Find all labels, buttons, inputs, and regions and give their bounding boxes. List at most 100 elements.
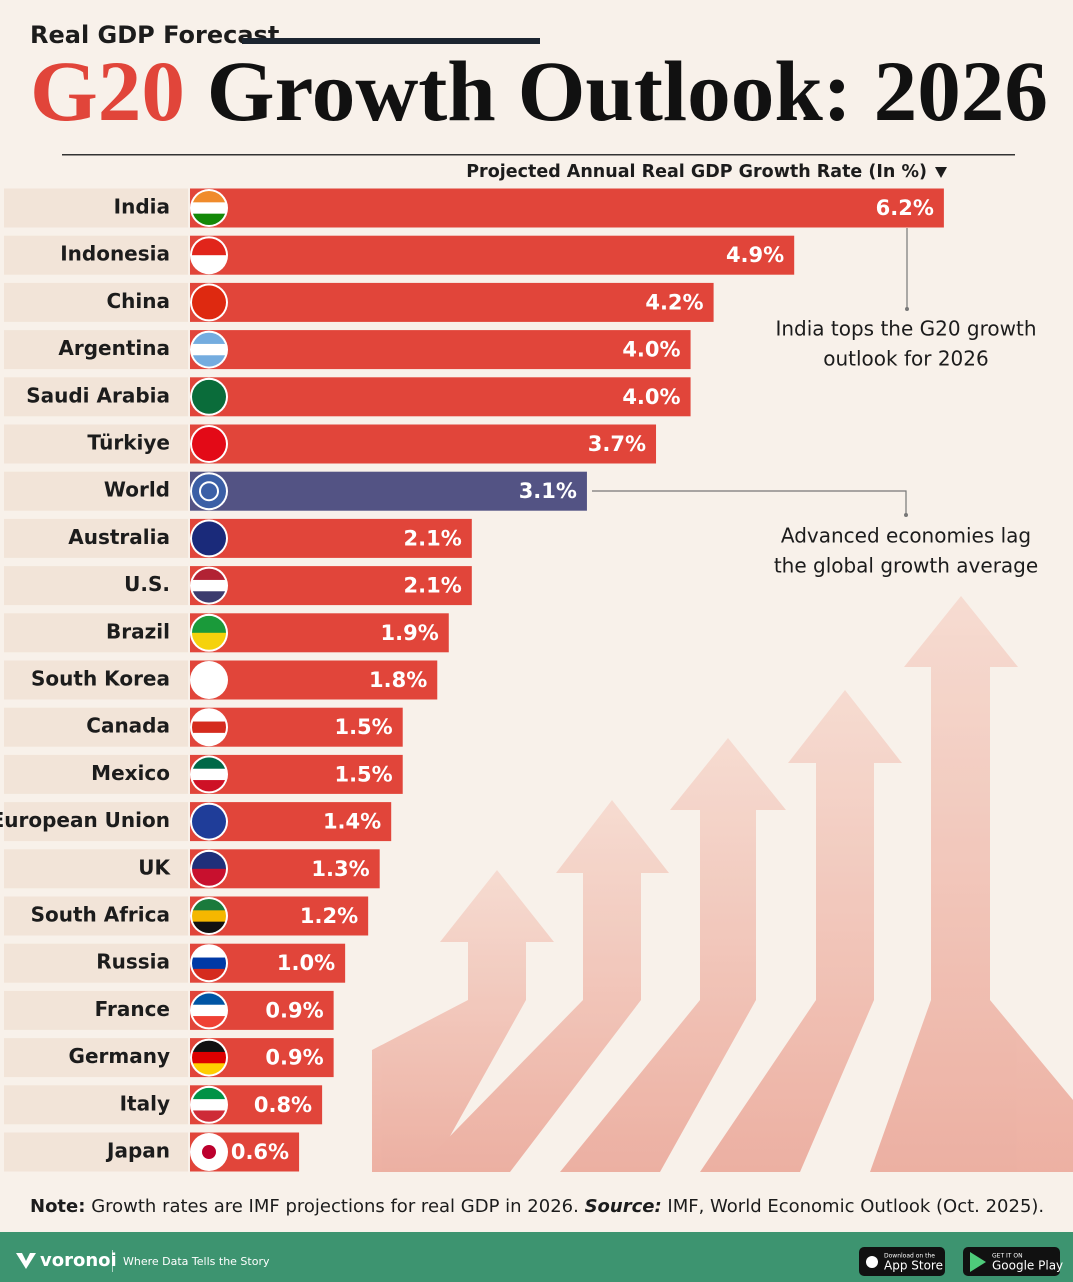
annotation: India tops the G20 growth	[775, 317, 1036, 341]
category-label: U.S.	[124, 572, 170, 596]
row-band	[4, 424, 188, 464]
value-label: 4.0%	[622, 385, 680, 409]
note: Note: Growth rates are IMF projections f…	[30, 1196, 1044, 1217]
row-band	[4, 1085, 188, 1125]
rows: India 6.2% Indonesia 4.9% China 4.2% Argentina…	[0, 188, 944, 1172]
category-label: Türkiye	[87, 431, 170, 455]
flag-stripe	[192, 238, 226, 256]
category-label: European Union	[0, 808, 170, 832]
bar	[190, 660, 438, 700]
value-label: 1.2%	[300, 904, 358, 928]
category-label: Australia	[68, 525, 170, 549]
category-label: Russia	[96, 950, 170, 974]
flag-stripe	[192, 993, 226, 1006]
value-label: 1.0%	[277, 951, 335, 975]
value-label: 4.9%	[726, 243, 784, 267]
value-label: 1.9%	[381, 621, 439, 645]
value-label: 0.9%	[265, 998, 323, 1022]
axis-label: Projected Annual Real GDP Growth Rate (I…	[466, 162, 927, 182]
flag-stripe	[192, 946, 226, 959]
value-label: 4.2%	[645, 290, 703, 314]
kicker: Real GDP Forecast	[30, 21, 279, 49]
category-label: Mexico	[91, 761, 170, 785]
bar	[190, 613, 449, 653]
row-band	[4, 660, 188, 700]
category-label: Japan	[105, 1139, 170, 1163]
background-arrows	[372, 596, 1073, 1172]
value-label: 0.9%	[265, 1046, 323, 1070]
category-label: South Africa	[31, 903, 170, 927]
category-label: China	[106, 289, 170, 313]
category-label: Brazil	[106, 619, 170, 643]
value-label: 2.1%	[404, 574, 462, 598]
value-label: 1.5%	[334, 762, 392, 786]
app-store-badge[interactable]	[859, 1247, 945, 1276]
flag-stripe	[192, 732, 226, 745]
flag-stripe	[192, 213, 226, 225]
row-band	[4, 330, 188, 370]
google-play-badge[interactable]	[963, 1247, 1060, 1276]
flag-stripe	[192, 427, 226, 461]
flag-stripe	[192, 804, 226, 839]
flag-stripe	[192, 868, 226, 886]
bar	[190, 424, 657, 464]
row-band	[4, 566, 188, 606]
tagline: Where Data Tells the Story	[123, 1255, 270, 1268]
category-label: Indonesia	[60, 242, 170, 266]
flag-stripe	[192, 343, 226, 356]
flag-stripe	[192, 780, 226, 792]
badge-text: App Store	[884, 1259, 943, 1273]
flag-stripe	[192, 968, 226, 981]
bar	[190, 471, 587, 511]
flag-stripe	[192, 355, 226, 367]
row-band	[4, 802, 188, 842]
annotation: outlook for 2026	[823, 347, 988, 371]
flag-stripe	[192, 1040, 226, 1053]
category-label: Italy	[120, 1091, 170, 1115]
kicker-rule	[242, 38, 540, 44]
flag-stripe	[192, 255, 226, 273]
value-label: 0.8%	[254, 1093, 312, 1117]
globe	[199, 481, 219, 502]
value-label: 3.7%	[588, 432, 646, 456]
flag-stripe	[192, 1110, 226, 1122]
note-text: Growth rates are IMF projections for rea…	[91, 1196, 579, 1217]
flag-stripe	[192, 899, 226, 911]
flag-stripe	[192, 191, 226, 203]
leader-dot	[905, 307, 909, 311]
apple-icon	[866, 1256, 878, 1268]
flag-stripe	[192, 910, 226, 923]
category-label: France	[95, 997, 170, 1021]
bar	[190, 330, 691, 370]
row-band	[4, 707, 188, 747]
flag-stripe	[192, 1087, 226, 1100]
flag-stripe	[192, 721, 226, 734]
bar	[190, 282, 714, 322]
category-label: UK	[138, 855, 171, 879]
category-label: Saudi Arabia	[26, 383, 170, 407]
category-label: South Korea	[31, 667, 170, 691]
row-band	[4, 235, 188, 275]
bar	[190, 188, 944, 228]
annotation: Advanced economies lag	[781, 524, 1031, 548]
category-label: Canada	[86, 714, 170, 738]
value-label: 2.1%	[404, 526, 462, 550]
category-label: Argentina	[58, 336, 170, 360]
source-text: IMF, World Economic Outlook (Oct. 2025).	[667, 1196, 1044, 1217]
flag-stripe	[192, 285, 226, 320]
category-label: World	[104, 478, 170, 502]
badge-text: Google Play	[992, 1259, 1063, 1273]
value-label: 4.0%	[622, 338, 680, 362]
flag-stripe	[192, 1004, 226, 1017]
flag-stripe	[192, 757, 226, 770]
flag-stripe	[192, 851, 226, 870]
value-label: 3.1%	[519, 479, 577, 503]
row-band	[4, 188, 188, 228]
row-band	[4, 896, 188, 936]
flag-sun	[202, 1145, 216, 1159]
flag-stripe	[192, 1063, 226, 1075]
brand: voronoi	[40, 1250, 117, 1271]
flag-stripe	[192, 591, 226, 603]
